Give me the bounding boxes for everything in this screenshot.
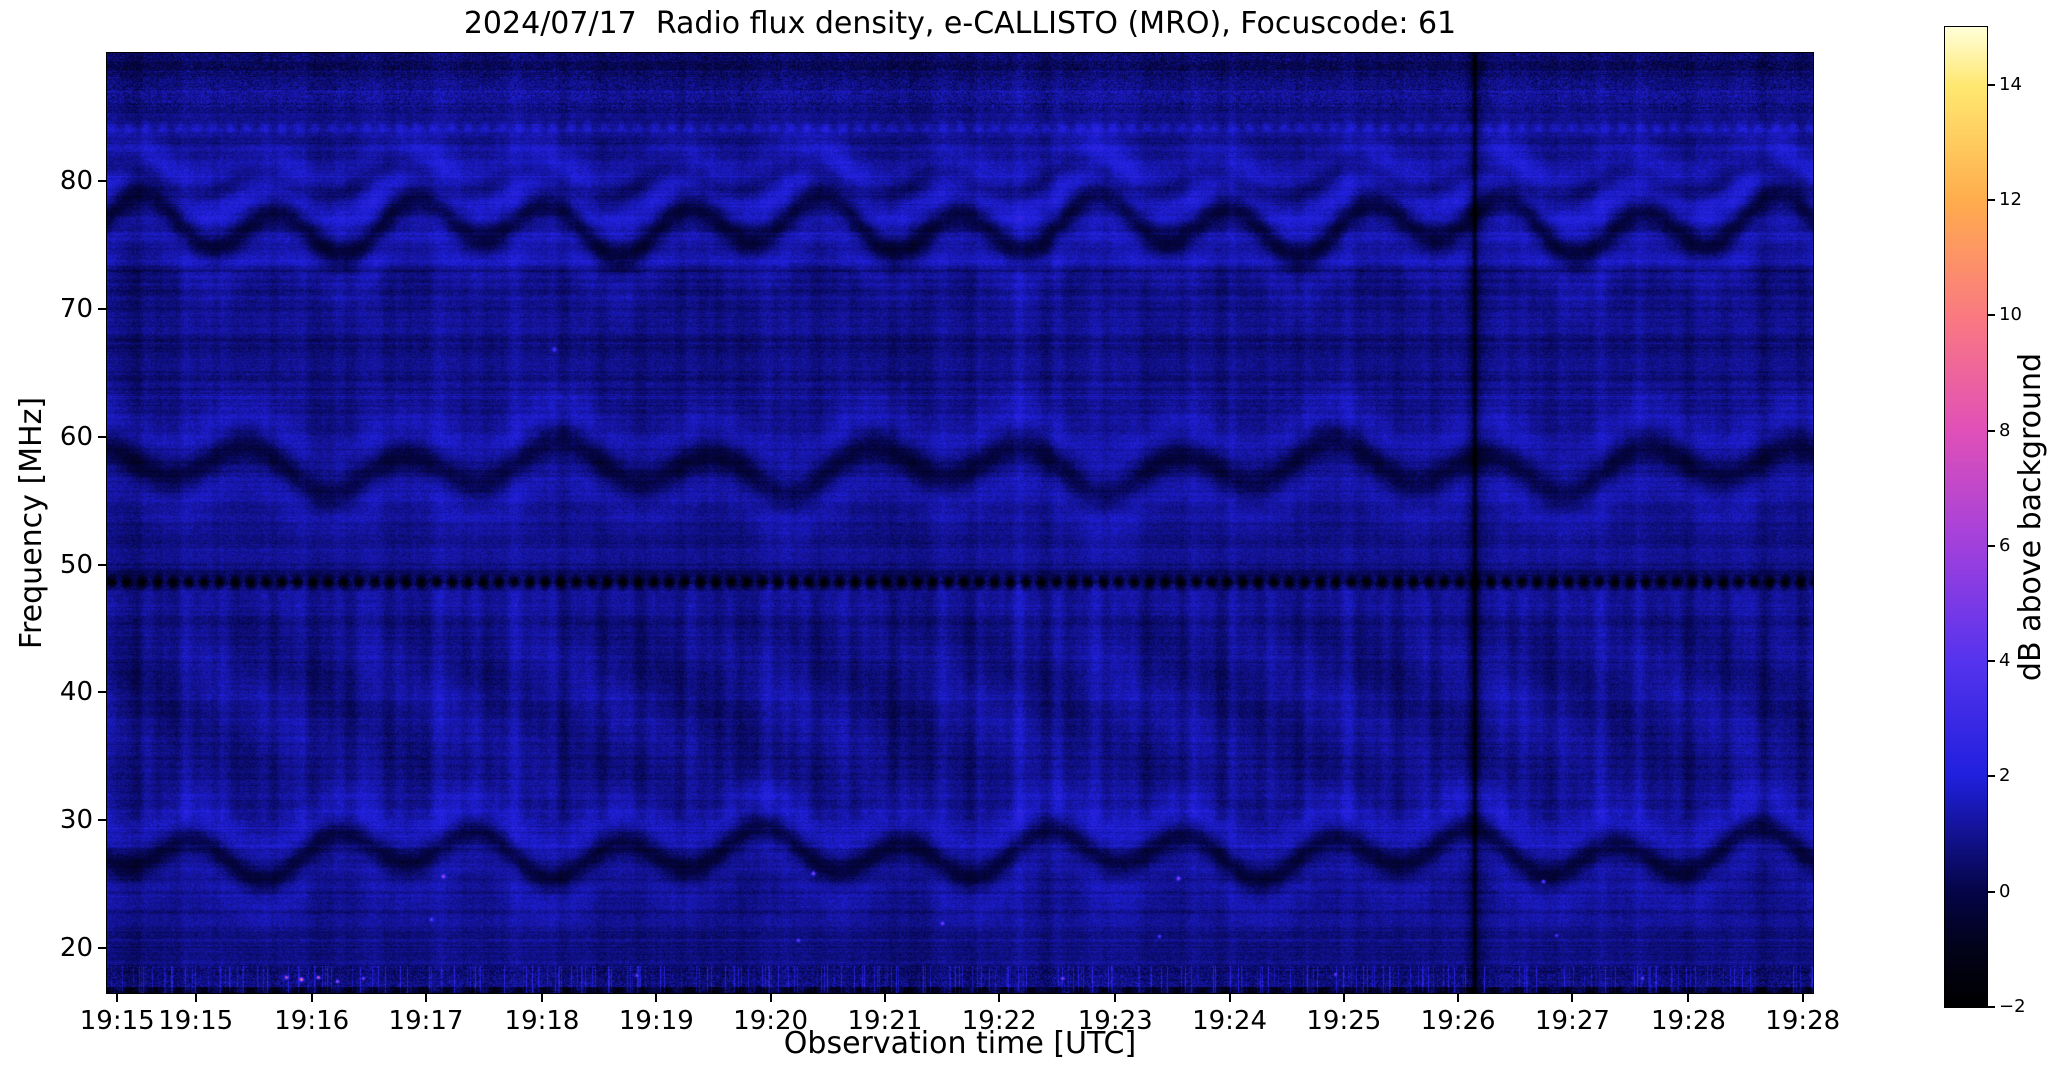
y-tick-mark [98,691,107,694]
x-tick-label: 19:15 [79,1006,155,1036]
x-tick-label: 19:21 [847,1006,923,1036]
x-tick-label: 19:28 [1765,1006,1841,1036]
y-tick-mark [98,435,107,438]
y-tick-label: 40 [59,677,93,708]
chart-title: 2024/07/17 Radio flux density, e-CALLIST… [463,6,1457,41]
y-tick-label: 60 [59,421,93,452]
colorbar-tick-label: 10 [1999,304,2022,326]
x-tick-mark [1571,993,1574,1002]
x-tick-label: 19:23 [1077,1006,1153,1036]
colorbar-tick-mark [1987,544,1995,547]
colorbar [1944,26,1988,1008]
y-tick-label: 20 [59,933,93,964]
x-tick-label: 19:15 [158,1006,234,1036]
x-tick-label: 19:28 [1650,1006,1726,1036]
colorbar-tick-label: 8 [1999,419,2011,441]
x-tick-mark [194,993,197,1002]
x-tick-mark [1114,993,1117,1002]
colorbar-tick-mark [1987,775,1995,778]
x-tick-mark [883,993,886,1002]
colorbar-tick-mark [1987,83,1995,86]
x-tick-label: 19:20 [733,1006,809,1036]
colorbar-tick-label: 6 [1999,534,2011,556]
x-tick-mark [116,993,119,1002]
colorbar-tick-mark [1987,660,1995,663]
x-tick-mark [310,993,313,1002]
y-tick-label: 30 [59,805,93,836]
x-tick-mark [1801,993,1804,1002]
x-tick-mark [1342,993,1345,1002]
colorbar-tick-label: 4 [1999,650,2011,672]
y-tick-mark [98,307,107,310]
x-tick-label: 19:26 [1420,1006,1496,1036]
y-tick-mark [98,947,107,950]
x-tick-mark [998,993,1001,1002]
x-tick-label: 19:16 [274,1006,350,1036]
x-tick-mark [1228,993,1231,1002]
x-tick-label: 19:27 [1534,1006,1610,1036]
colorbar-tick-label: −2 [1999,996,2026,1017]
colorbar-tick-label: 2 [1999,765,2011,787]
colorbar-tick-mark [1987,1006,1995,1008]
spectrogram-plot [106,52,1814,994]
x-tick-mark [1457,993,1460,1002]
x-tick-label: 19:25 [1306,1006,1382,1036]
colorbar-tick-mark [1987,314,1995,317]
y-tick-mark [98,563,107,566]
x-tick-mark [769,993,772,1002]
colorbar-label: dB above background [2013,352,2047,682]
spectrogram-canvas [107,53,1813,993]
x-tick-label: 19:18 [504,1006,580,1036]
colorbar-tick-mark [1987,429,1995,432]
x-tick-label: 19:22 [961,1006,1037,1036]
y-tick-mark [98,179,107,182]
colorbar-canvas [1945,27,1987,1007]
colorbar-tick-label: 0 [1999,880,2011,902]
x-tick-mark [1687,993,1690,1002]
x-axis-label: Observation time [UTC] [783,1026,1137,1061]
colorbar-tick-mark [1987,198,1995,201]
x-tick-mark [655,993,658,1002]
x-tick-label: 19:19 [618,1006,694,1036]
colorbar-tick-label: 14 [1999,73,2022,95]
x-tick-label: 19:24 [1192,1006,1268,1036]
y-tick-mark [98,819,107,822]
y-tick-label: 50 [59,549,93,580]
x-tick-label: 19:17 [388,1006,464,1036]
y-tick-label: 80 [59,165,93,196]
y-tick-label: 70 [59,293,93,324]
x-tick-mark [541,993,544,1002]
x-tick-mark [425,993,428,1002]
colorbar-tick-label: 12 [1999,188,2022,210]
colorbar-tick-mark [1987,890,1995,893]
